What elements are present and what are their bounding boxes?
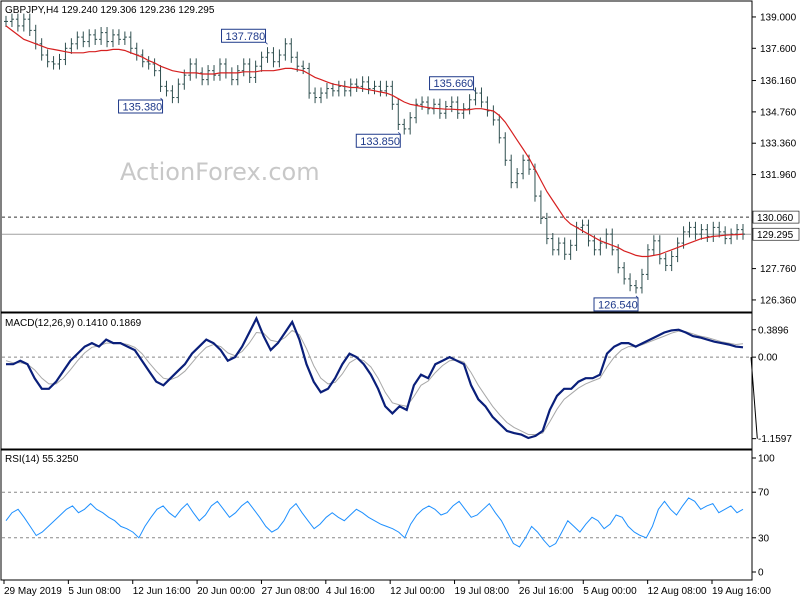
macd-title: MACD(12,26,9) 0.1410 0.1869 <box>5 318 142 329</box>
price-annotation-leader <box>397 131 401 135</box>
rsi-y-tick-label: 30 <box>758 533 770 544</box>
price-annotation-leader <box>473 89 476 93</box>
current-price-tag <box>752 227 800 241</box>
price-annotation-box <box>355 133 401 148</box>
price-annotation-leader <box>265 41 268 45</box>
price-y-tick-label: 139.000 <box>760 12 797 23</box>
price-y-tick-label: 137.600 <box>760 44 797 55</box>
x-tick-label: 5 Aug 00:00 <box>583 586 637 597</box>
resistance-tag-label: 130.060 <box>757 213 794 224</box>
x-tick-label: 20 Jun 00:00 <box>197 586 255 597</box>
moving-average-line <box>5 25 744 258</box>
rsi-y-tick-label: 70 <box>758 488 770 499</box>
macd-y-tick-label: -1.1597 <box>758 434 792 445</box>
current-price-tag-label: 129.295 <box>757 230 794 241</box>
price-layer: 126.360 127.760 131.960 133.360 134.760 136.1… <box>2 12 800 312</box>
x-tick-label: 29 May 2019 <box>4 586 62 597</box>
rsi-y-tick-label: 100 <box>758 454 775 465</box>
price-annotation-box <box>221 28 267 43</box>
price-annotation-leader <box>635 295 639 299</box>
rsi-layer: 100 70 30 0 <box>2 454 775 579</box>
price-annotation-label: 137.780 <box>226 31 266 43</box>
price-annotation-leader <box>160 97 163 101</box>
price-y-tick-label: 126.360 <box>760 295 797 306</box>
chart-symbol-header: GBPJPY,H4 129.240 129.306 129.236 129.29… <box>5 5 215 16</box>
rsi-y-tick-label: 0 <box>758 568 764 579</box>
price-annotation-box <box>429 76 475 91</box>
price-annotation-label: 126.540 <box>598 299 638 311</box>
x-tick-label: 5 Jun 08:00 <box>68 586 121 597</box>
rsi-line <box>5 497 744 548</box>
price-annotation-box <box>593 297 639 312</box>
macd-panel-frame <box>0 312 753 450</box>
rsi-panel-frame <box>0 449 753 581</box>
rsi-title: RSI(14) 55.3250 <box>5 454 79 465</box>
x-tick-label: 26 Jul 16:00 <box>519 586 574 597</box>
macd-line <box>6 315 744 440</box>
macd-trendline <box>750 357 758 439</box>
macd-layer: 0.3896 0.00 -1.1597 <box>2 315 792 445</box>
macd-y-tick-label: 0.3896 <box>758 325 789 336</box>
x-tick-label: 27 Jun 08:00 <box>261 586 319 597</box>
price-annotation-box <box>118 99 164 114</box>
axis-layer: 29 May 2019 5 Jun 08:00 12 Jun 16:00 20 Jun… <box>3 580 771 597</box>
price-annotation-label: 135.380 <box>123 102 163 114</box>
macd-signal-line <box>5 329 744 435</box>
price-annotation-label: 135.660 <box>434 78 474 90</box>
watermark: ActionForex.com <box>120 158 320 186</box>
resistance-tag <box>752 210 800 224</box>
x-tick-label: 19 Jul 08:00 <box>455 586 510 597</box>
price-y-tick-label: 134.760 <box>760 107 797 118</box>
price-annotation-label: 133.850 <box>360 136 400 148</box>
x-tick-label: 12 Jul 00:00 <box>390 586 445 597</box>
price-y-tick-label: 127.760 <box>760 264 797 275</box>
macd-y-tick-label: 0.00 <box>758 353 778 364</box>
price-y-tick-label: 133.360 <box>760 139 797 150</box>
price-y-tick-label: 136.160 <box>760 76 797 87</box>
price-panel-frame <box>0 0 753 313</box>
x-tick-label: 19 Aug 16:00 <box>712 586 771 597</box>
x-tick-label: 12 Aug 08:00 <box>648 586 707 597</box>
x-tick-label: 4 Jul 16:00 <box>326 586 375 597</box>
x-tick-label: 12 Jun 16:00 <box>133 586 191 597</box>
price-y-tick-label: 131.960 <box>760 170 797 181</box>
